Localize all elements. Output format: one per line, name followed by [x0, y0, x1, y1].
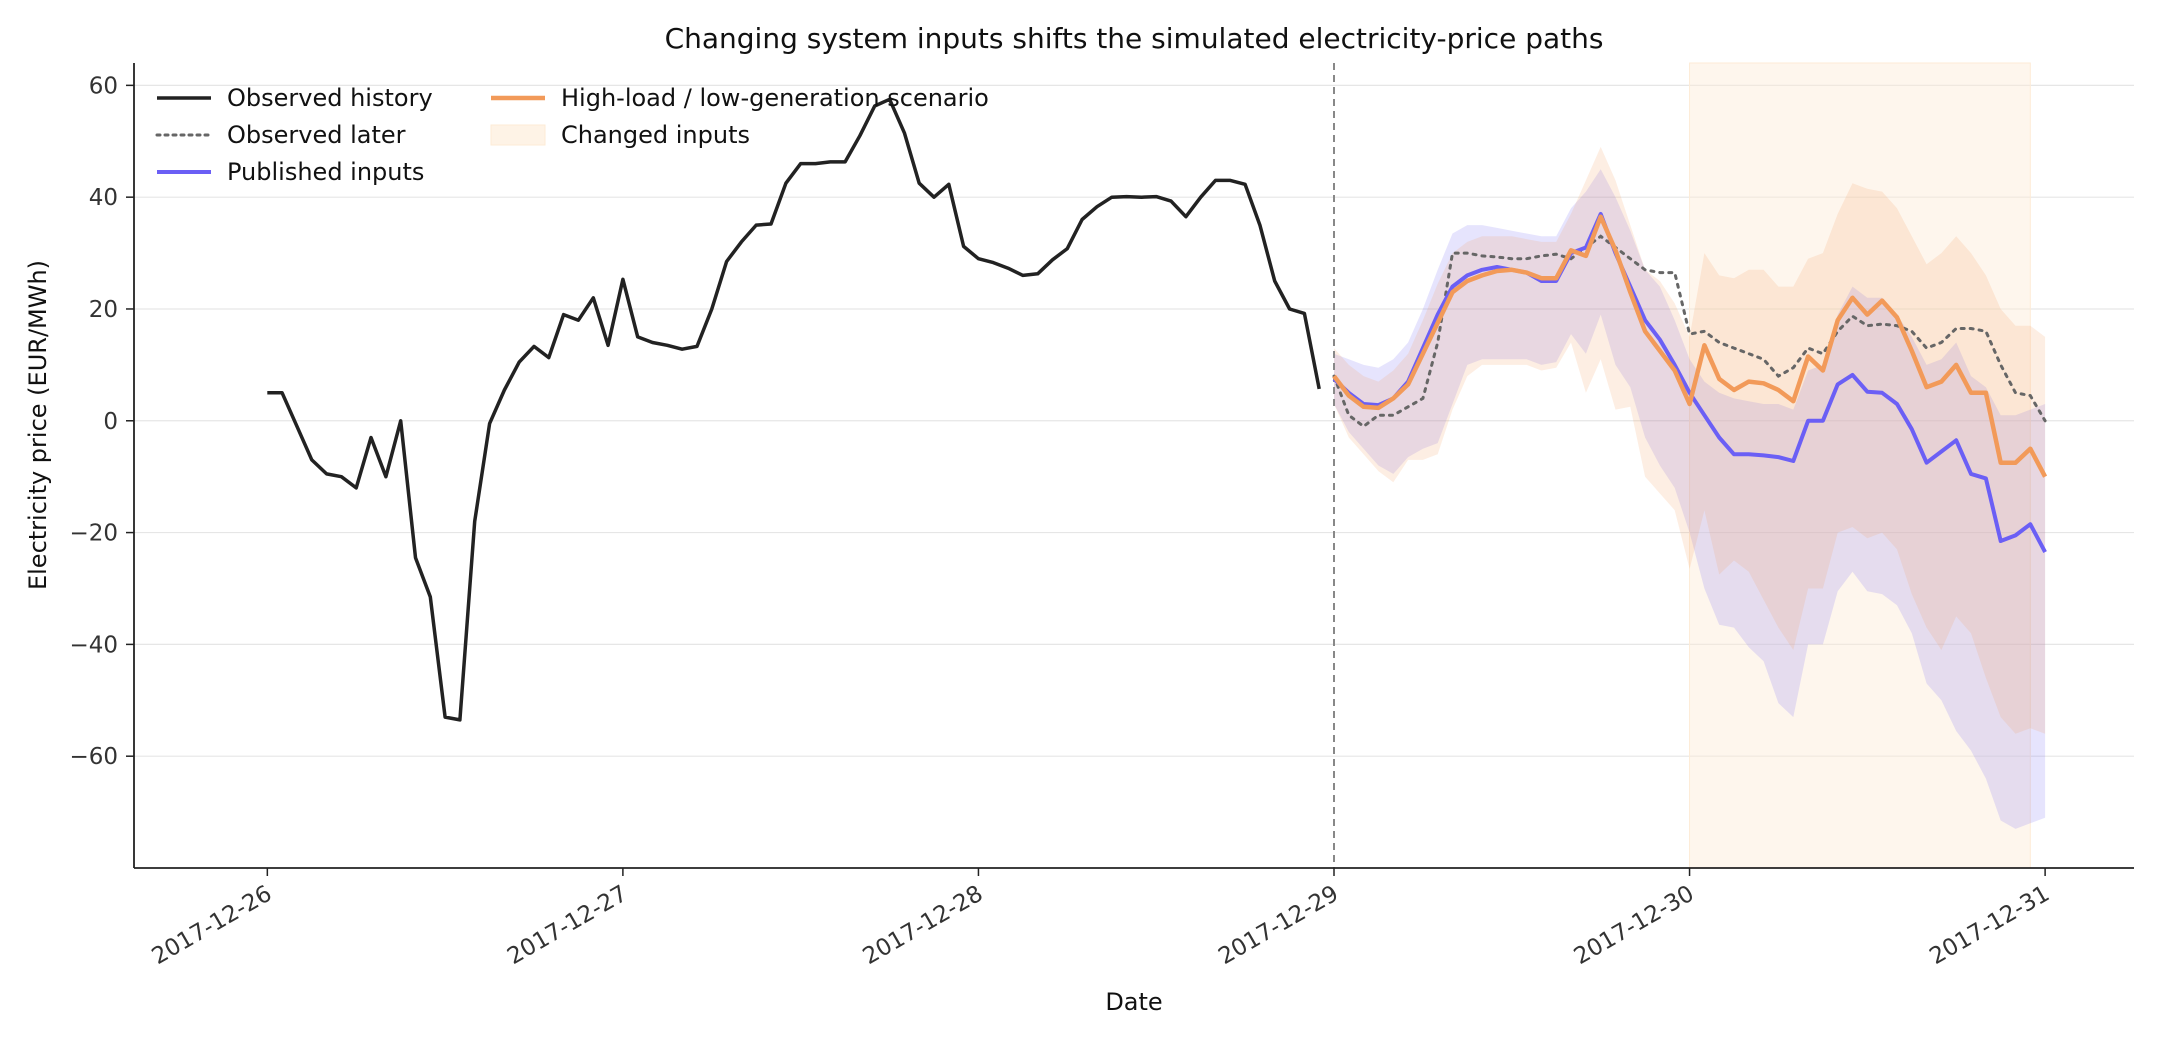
x-tick-label: 2017-12-29	[1214, 881, 1343, 970]
x-tick-label: 2017-12-27	[503, 881, 632, 970]
legend-label: Observed history	[227, 84, 433, 112]
series-scenario	[1332, 214, 2048, 478]
legend-changed-inputs: Changed inputs	[490, 121, 750, 149]
published-band	[1334, 169, 2046, 829]
uncertainty-bands	[1334, 62, 2046, 869]
legend-swatch	[490, 124, 546, 146]
scenario-band	[1334, 146, 2046, 734]
legend-observed-history: Observed history	[157, 84, 433, 112]
y-tick-label: −60	[69, 744, 118, 770]
y-tick-label: 0	[103, 409, 118, 435]
legend-label: Changed inputs	[561, 121, 750, 149]
x-tick-label: 2017-12-28	[859, 881, 988, 970]
legend-label: Published inputs	[227, 158, 424, 186]
series-lines	[267, 63, 2048, 868]
series-observed-later	[1332, 234, 2047, 429]
axes	[126, 63, 2134, 876]
y-tick-label: 60	[89, 73, 118, 99]
legend-observed-later: Observed later	[155, 121, 406, 149]
legend-scenario: High-load / low-generation scenario	[491, 84, 989, 112]
y-tick-label: −40	[69, 632, 118, 658]
grid-lines	[134, 84, 2134, 757]
legend-published-inputs: Published inputs	[157, 158, 424, 186]
x-tick-label: 2017-12-26	[148, 881, 277, 970]
series-published-inputs	[1332, 211, 2047, 554]
y-tick-label: −20	[69, 521, 118, 547]
legend: Observed history Observed later Published …	[155, 84, 989, 186]
x-tick-label: 2017-12-30	[1570, 881, 1699, 970]
legend-label: High-load / low-generation scenario	[561, 84, 989, 112]
legend-label: Observed later	[227, 121, 406, 149]
y-tick-label: 40	[89, 185, 118, 211]
series-observed-history	[267, 97, 1321, 722]
y-tick-label: 20	[89, 297, 118, 323]
x-tick-label: 2017-12-31	[1925, 881, 2054, 970]
x-axis-label: Date	[1105, 988, 1162, 1016]
chart-title: Changing system inputs shifts the simula…	[665, 22, 1604, 55]
y-axis-label: Electricity price (EUR/MWh)	[24, 260, 52, 590]
